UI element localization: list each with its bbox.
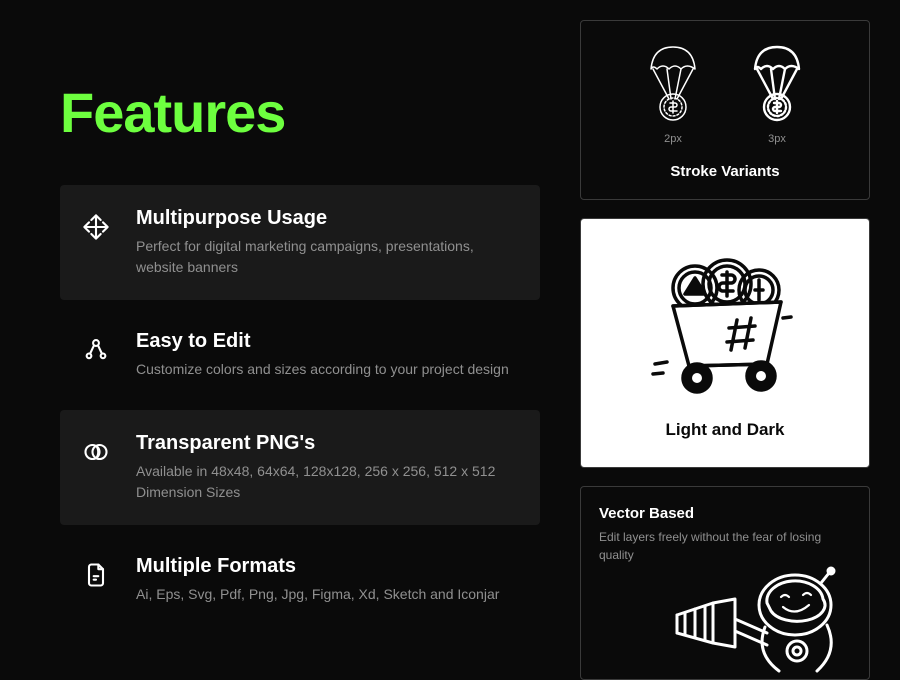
panel-label: Vector Based	[599, 505, 851, 522]
feature-text: Transparent PNG's Available in 48x48, 64…	[136, 432, 520, 503]
feature-easy-edit: Easy to Edit Customize colors and sizes …	[60, 308, 540, 402]
right-column: 2px 3px Stroke Variants	[580, 0, 900, 680]
panel-label: Stroke Variants	[670, 163, 779, 180]
feature-title: Transparent PNG's	[136, 432, 520, 455]
astronaut-icon	[669, 549, 859, 680]
panel-stroke-variants: 2px 3px Stroke Variants	[580, 20, 870, 200]
stroke-label: 3px	[768, 133, 786, 145]
feature-title: Easy to Edit	[136, 330, 520, 353]
feature-desc: Ai, Eps, Svg, Pdf, Png, Jpg, Figma, Xd, …	[136, 584, 520, 605]
feature-desc: Available in 48x48, 64x64, 128x128, 256 …	[136, 461, 520, 503]
stroke-item-3px: 3px	[745, 41, 809, 145]
stroke-label: 2px	[664, 133, 682, 145]
feature-title: Multipurpose Usage	[136, 207, 520, 230]
feature-desc: Perfect for digital marketing campaigns,…	[136, 236, 520, 278]
left-column: Features Multipurpose Usage Perfect for …	[0, 0, 580, 680]
feature-text: Multipurpose Usage Perfect for digital m…	[136, 207, 520, 278]
feature-title: Multiple Formats	[136, 555, 520, 578]
mining-cart-icon	[635, 246, 815, 406]
panel-light-dark: Light and Dark	[580, 218, 870, 468]
stroke-item-2px: 2px	[641, 41, 705, 145]
page-title: Features	[60, 80, 540, 145]
stroke-row: 2px 3px	[641, 41, 809, 145]
feature-multipurpose: Multipurpose Usage Perfect for digital m…	[60, 185, 540, 300]
move-icon	[80, 211, 112, 243]
feature-text: Multiple Formats Ai, Eps, Svg, Pdf, Png,…	[136, 555, 520, 605]
feature-multiple-formats: Multiple Formats Ai, Eps, Svg, Pdf, Png,…	[60, 533, 540, 627]
file-icon	[80, 559, 112, 591]
edit-node-icon	[80, 334, 112, 366]
parachute-coin-icon	[641, 41, 705, 125]
panel-vector-based: Vector Based Edit layers freely without …	[580, 486, 870, 680]
feature-transparent-png: Transparent PNG's Available in 48x48, 64…	[60, 410, 540, 525]
transparency-icon	[80, 436, 112, 468]
feature-desc: Customize colors and sizes according to …	[136, 359, 520, 380]
panel-label: Light and Dark	[665, 420, 784, 440]
feature-text: Easy to Edit Customize colors and sizes …	[136, 330, 520, 380]
parachute-coin-icon	[745, 41, 809, 125]
